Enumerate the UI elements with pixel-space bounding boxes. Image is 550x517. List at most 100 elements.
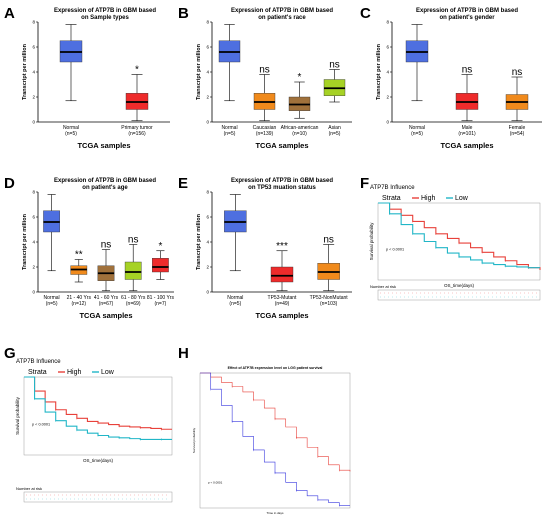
y-tick-label: 2 xyxy=(32,95,35,100)
km-x-label-f: OS_time(days) xyxy=(444,283,475,288)
chart-title-e-line1: on TP53 muation status xyxy=(248,185,316,191)
km-plot-g: ATP7B Influence Strata High Low Survival pro… xyxy=(15,359,173,503)
significance-label: * xyxy=(158,241,162,252)
x-category-n: (n=49) xyxy=(275,301,290,307)
km-title-g: ATP7B Influence xyxy=(16,359,61,365)
panel-label-a: A xyxy=(4,5,15,22)
y-tick-label: 2 xyxy=(32,265,35,270)
risk-table-title: Number at risk xyxy=(370,284,396,289)
km-title-h: Effect of ATP7B expression level on LGG … xyxy=(228,366,323,370)
box-e-0: Normal(n=5) xyxy=(224,194,247,307)
panel-label-h: H xyxy=(178,345,189,362)
legend-label-low: Low xyxy=(101,369,115,376)
x-category-n: (n=5) xyxy=(46,301,58,307)
x-category-n: (n=5) xyxy=(229,301,241,307)
y-tick-label: 4 xyxy=(32,70,35,75)
x-axis-label-b: TCGA samples xyxy=(255,141,308,150)
km-pvalue-g: p < 0.0001 xyxy=(32,422,50,426)
significance-label: ns xyxy=(512,67,523,78)
x-category-n: (n=156) xyxy=(128,131,146,137)
y-tick-label: 0 xyxy=(386,120,389,125)
x-category-label: 61 - 80 Yrs xyxy=(121,295,146,301)
y-tick-label: 0 xyxy=(206,120,209,125)
box-b-3: Asian(n=5) ns xyxy=(323,60,346,137)
x-category-label: Caucasian xyxy=(253,125,277,131)
box-iqr xyxy=(152,258,169,273)
y-tick-label: 4 xyxy=(206,240,209,245)
box-d-2: 41 - 60 Yrs(n=67) ns xyxy=(94,240,119,308)
x-category-label: Normal xyxy=(44,295,60,301)
panel-label-b: B xyxy=(178,5,189,22)
box-e-1: TP53-Mutant(n=49) *** xyxy=(268,241,298,307)
significance-label: ns xyxy=(101,240,112,251)
km-y-label-g: Survival probability xyxy=(15,396,20,435)
y-axis-label-b: Transcript per million xyxy=(196,43,202,100)
box-b-2: African-american(n=10) * xyxy=(281,72,319,137)
x-category-n: (n=5) xyxy=(329,131,341,137)
x-category-n: (n=69) xyxy=(126,301,141,307)
x-axis-label-a: TCGA samples xyxy=(77,141,130,150)
x-axis-label-e: TCGA samples xyxy=(255,311,308,320)
y-axis-label-c: Transcript per million xyxy=(376,43,382,100)
y-tick-label: 4 xyxy=(206,70,209,75)
x-category-label: 81 - 100 Yrs xyxy=(147,295,175,301)
x-category-label: TP53-Mutant xyxy=(268,295,298,301)
km-pvalue-h: p < 0.0001 xyxy=(208,481,223,485)
y-tick-label: 6 xyxy=(32,45,35,50)
y-axis-label-a: Transcript per million xyxy=(22,43,28,100)
y-tick-label: 6 xyxy=(386,45,389,50)
x-category-label: Normal xyxy=(63,125,79,131)
box-e-2: TP53-NonMutant(n=103) ns xyxy=(310,235,349,308)
y-tick-label: 6 xyxy=(206,45,209,50)
chart-title-c-line0: Expression of ATP7B in GBM based xyxy=(416,8,518,14)
y-tick-label: 2 xyxy=(386,95,389,100)
km-title-f: ATP7B Influence xyxy=(370,185,415,191)
km-y-label-f: Survival probability xyxy=(369,222,374,261)
x-category-n: (n=5) xyxy=(65,131,77,137)
x-category-n: (n=5) xyxy=(411,131,423,137)
legend-title: Strata xyxy=(382,195,401,202)
y-tick-label: 8 xyxy=(32,20,35,25)
x-category-label: 21 - 40 Yrs xyxy=(67,295,92,301)
significance-label: ns xyxy=(259,65,270,76)
box-iqr xyxy=(270,266,294,283)
risk-table xyxy=(377,289,541,301)
x-axis-label-d: TCGA samples xyxy=(79,311,132,320)
legend-label-low: Low xyxy=(455,195,469,202)
panel-label-f: F xyxy=(360,175,369,192)
panel-label-d: D xyxy=(4,175,15,192)
y-tick-label: 2 xyxy=(206,265,209,270)
significance-label: * xyxy=(135,65,139,76)
x-category-label: Female xyxy=(509,125,526,131)
y-tick-label: 4 xyxy=(386,70,389,75)
x-axis-label-c: TCGA samples xyxy=(440,141,493,150)
plot-frame xyxy=(199,372,351,509)
risk-table-title: Number at risk xyxy=(16,486,42,491)
box-b-0: Normal(n=5) xyxy=(218,24,241,137)
y-tick-label: 4 xyxy=(32,240,35,245)
chart-title-b-line1: on patient's race xyxy=(258,15,306,21)
significance-label: ns xyxy=(323,235,334,246)
km-x-label-g: OS_time(days) xyxy=(83,458,114,463)
km-curve-low xyxy=(200,372,350,506)
y-tick-label: 8 xyxy=(32,190,35,195)
x-category-label: African-american xyxy=(281,125,319,131)
y-tick-label: 6 xyxy=(32,215,35,220)
box-c-0: Normal(n=5) xyxy=(405,24,429,137)
km-plot-f: ATP7B Influence Strata High Low Survival pro… xyxy=(369,185,541,301)
box-d-3: 61 - 80 Yrs(n=69) ns xyxy=(121,235,146,308)
y-tick-label: 8 xyxy=(386,20,389,25)
km-curve-low xyxy=(378,202,540,269)
x-category-label: Primary tumor xyxy=(121,125,153,131)
x-category-label: TP53-NonMutant xyxy=(310,295,349,301)
box-iqr xyxy=(124,261,142,280)
box-d-1: 21 - 40 Yrs(n=12) ** xyxy=(67,250,92,308)
km-curve-low xyxy=(24,376,172,440)
x-category-n: (n=67) xyxy=(99,301,114,307)
panel-label-e: E xyxy=(178,175,188,192)
